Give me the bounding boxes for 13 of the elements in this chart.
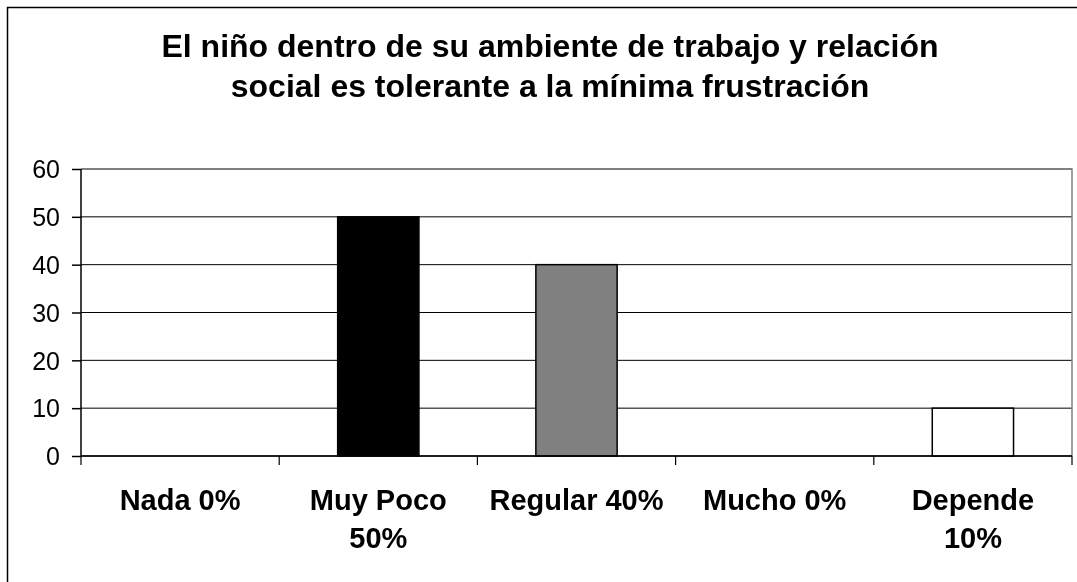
x-tick-label: Nada 0% xyxy=(119,484,241,516)
x-tick-label: Muy Poco 50% xyxy=(309,484,447,554)
y-tick-label: 10 xyxy=(32,394,60,423)
y-tick-label: 20 xyxy=(32,346,60,375)
y-tick-label: 30 xyxy=(32,298,60,327)
y-tick-label: 60 xyxy=(32,155,60,184)
y-tick-label: 40 xyxy=(32,250,60,279)
chart-title: El niño dentro de su ambiente de trabajo y relación social es tolerante a la mínima frustración xyxy=(161,28,939,104)
x-tick-label: Depende 10% xyxy=(911,484,1035,554)
x-tick-label: Mucho 0% xyxy=(703,484,847,516)
x-tick-label: Regular 40% xyxy=(489,484,664,516)
y-tick-label: 50 xyxy=(32,203,60,232)
y-tick-label: 0 xyxy=(46,442,60,471)
